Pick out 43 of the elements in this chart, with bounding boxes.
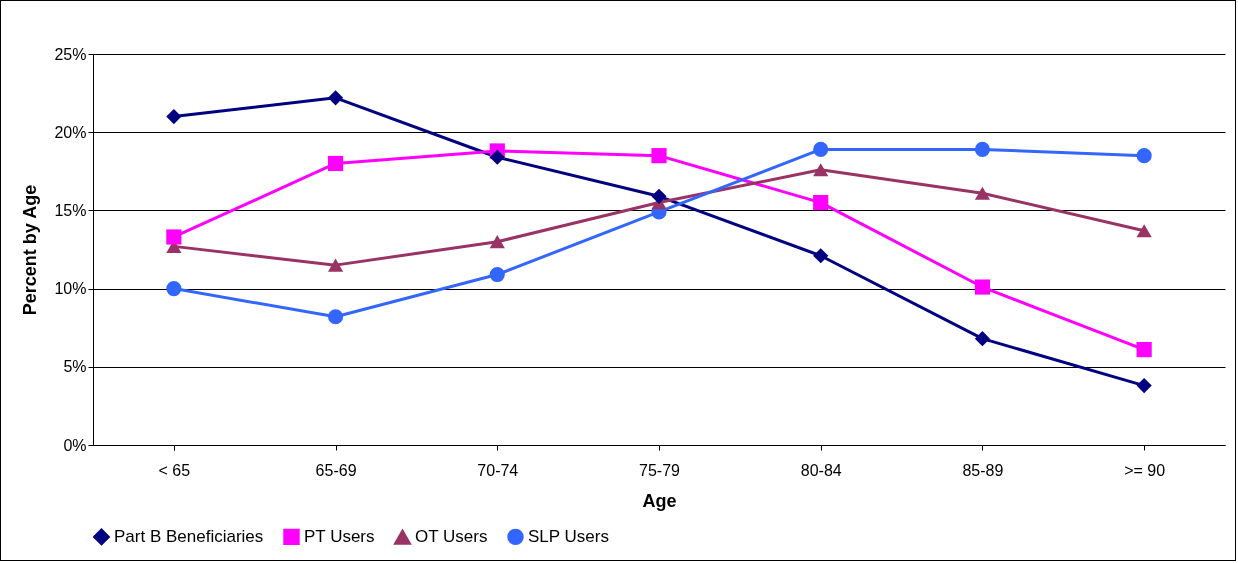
y-tick-label: 10% [54, 280, 87, 298]
x-tick-label: 70-74 [477, 461, 519, 479]
point [1136, 377, 1152, 394]
point [974, 141, 991, 157]
point [166, 281, 182, 297]
point [1136, 148, 1152, 164]
x-tick-label: 75-79 [639, 461, 681, 479]
point [813, 195, 829, 211]
y-tick-label: 15% [54, 201, 87, 219]
legend-label: Part B Beneficiaries [114, 526, 264, 546]
point [1136, 342, 1152, 358]
y-tick-label: 5% [63, 358, 87, 376]
legend-label: PT Users [304, 526, 375, 546]
point [974, 186, 991, 200]
point [327, 90, 344, 106]
x-tick-label: 65-69 [315, 461, 357, 479]
point [651, 188, 667, 204]
point [166, 229, 182, 245]
x-tick-label: 85-89 [962, 461, 1004, 479]
point [651, 148, 667, 164]
y-tick-label: 20% [54, 123, 87, 141]
x-tick-label: >= 90 [1124, 461, 1166, 479]
point [489, 149, 505, 165]
point [166, 108, 182, 125]
point [327, 309, 344, 325]
y-tick-label: 0% [63, 436, 87, 454]
point [813, 163, 829, 177]
point [327, 258, 344, 272]
x-tick-label: 80-84 [800, 461, 842, 479]
x-tick-label: < 65 [158, 461, 191, 479]
point [813, 248, 829, 264]
point [813, 141, 829, 157]
point [974, 331, 991, 347]
point [327, 155, 344, 172]
x-axis-title: Age [642, 490, 677, 511]
point [974, 279, 991, 295]
point [489, 266, 505, 283]
point [489, 235, 505, 249]
legend-label: SLP Users [528, 526, 609, 546]
y-axis-title: Percent by Age [20, 184, 41, 316]
y-tick-label: 25% [54, 45, 87, 63]
point [1136, 224, 1152, 238]
legend-label: OT Users [415, 527, 488, 547]
